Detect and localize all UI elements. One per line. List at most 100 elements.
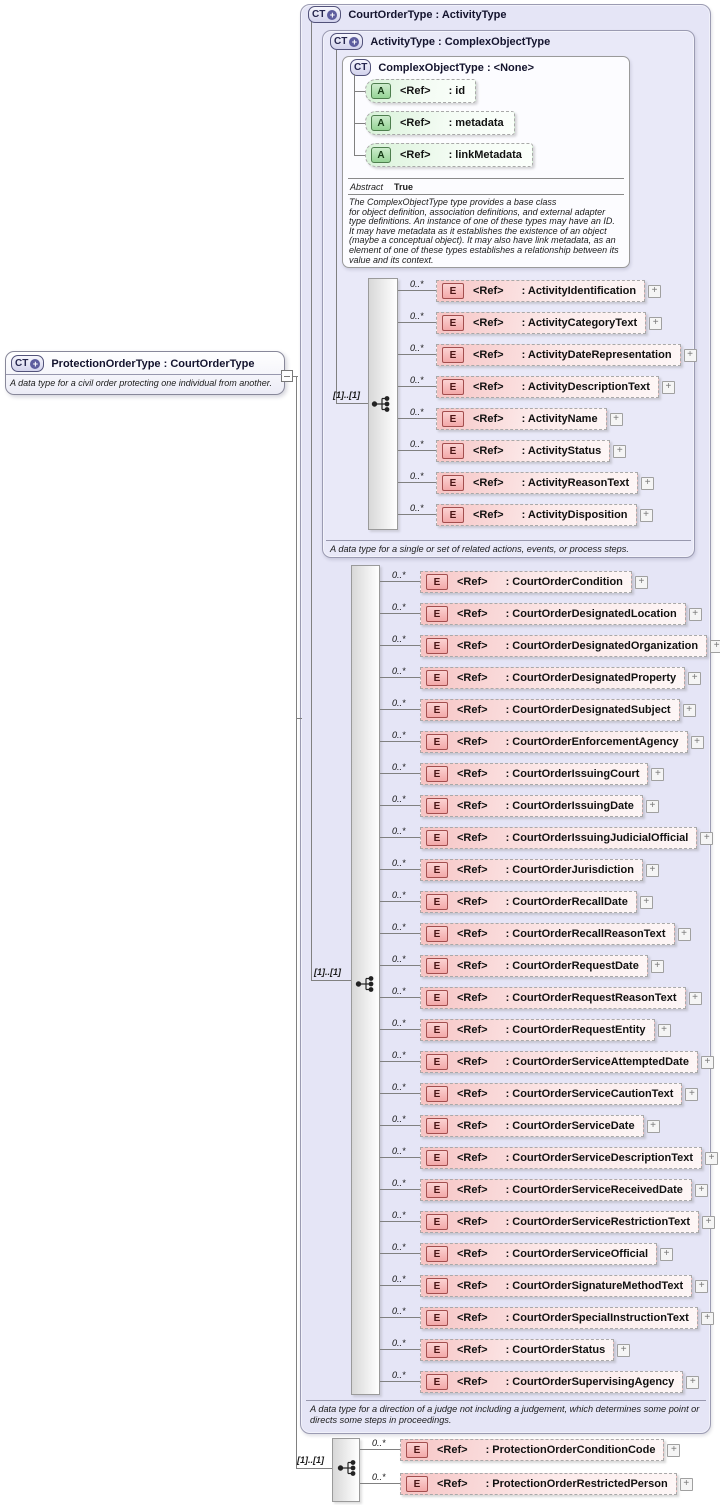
sequence-bar[interactable] [351,565,380,1395]
courtordertype-header[interactable]: CT + CourtOrderType : ActivityType [308,6,506,23]
expand-button[interactable]: + [648,284,662,298]
connector-line [380,1349,420,1350]
expand-button[interactable]: + [710,639,720,653]
element-box[interactable]: E <Ref> : CourtOrderSpecialInstructionTe… [420,1307,698,1329]
expand-button[interactable]: + [688,607,702,621]
occurs-label: 0..* [410,375,424,385]
element-box[interactable]: E <Ref> : CourtOrderRequestEntity [420,1019,655,1041]
element-box[interactable]: E <Ref> : CourtOrderServiceDescriptionTe… [420,1147,703,1169]
element-box[interactable]: E <Ref> : CourtOrderEnforcementAgency [420,731,688,753]
element-box[interactable]: E <Ref> : CourtOrderDesignatedSubject [420,699,680,721]
element-badge: E [426,894,448,910]
expand-button[interactable]: + [690,735,704,749]
connector-line [292,376,298,377]
expand-button[interactable]: + [639,895,653,909]
complexobjecttype-header[interactable]: CT ComplexObjectType : <None> [350,59,534,76]
expand-button[interactable]: + [641,476,655,490]
element-box[interactable]: E <Ref> : ProtectionOrderRestrictedPerso… [400,1473,677,1495]
expand-button[interactable]: + [667,1443,681,1457]
element-box[interactable]: E <Ref> : CourtOrderServiceRestrictionTe… [420,1211,699,1233]
element-box[interactable]: E <Ref> : CourtOrderServiceDate [420,1115,644,1137]
element-box[interactable]: E <Ref> : CourtOrderSignatureMethodText [420,1275,693,1297]
expand-button[interactable]: + [688,991,702,1005]
element-name: : CourtOrderDesignatedLocation [505,608,677,620]
attribute-box[interactable]: A <Ref> : id [365,79,477,103]
expand-button[interactable]: + [617,1343,631,1357]
connector-line [380,869,420,870]
element-ref: <Ref> [437,1478,468,1490]
element-row: 0..* E <Ref> : CourtOrderServiceRestrict… [380,1210,720,1234]
occurs-label: 0..* [392,1050,406,1060]
expand-button[interactable]: + [700,1311,714,1325]
expand-button[interactable]: + [683,348,697,362]
expand-button[interactable]: + [609,412,623,426]
protectionordertype-header[interactable]: CT + ProtectionOrderType : CourtOrderType [11,355,254,372]
element-box[interactable]: E <Ref> : CourtOrderRequestDate [420,955,648,977]
element-box[interactable]: E <Ref> : ActivityDescriptionText [436,376,659,398]
attribute-box[interactable]: A <Ref> : linkMetadata [365,143,533,167]
expand-button[interactable]: + [694,1183,708,1197]
element-box[interactable]: E <Ref> : CourtOrderIssuingJudicialOffic… [420,827,698,849]
collapse-handle[interactable] [281,370,293,382]
expand-button[interactable]: + [685,1087,699,1101]
element-box[interactable]: E <Ref> : ActivityDisposition [436,504,637,526]
element-row: 0..* E <Ref> : CourtOrderRecallReasonTex… [380,922,720,946]
element-box[interactable]: E <Ref> : ActivityDateRepresentation [436,344,681,366]
occurs-label: 0..* [392,1114,406,1124]
expand-button[interactable]: + [634,575,648,589]
element-box[interactable]: E <Ref> : CourtOrderServiceOfficial [420,1243,658,1265]
element-box[interactable]: E <Ref> : CourtOrderServiceReceivedDate [420,1179,692,1201]
element-badge: E [442,443,464,459]
element-box[interactable]: E <Ref> : ActivityCategoryText [436,312,647,334]
element-box[interactable]: E <Ref> : CourtOrderServiceAttemptedDate [420,1051,698,1073]
element-box[interactable]: E <Ref> : CourtOrderJurisdiction [420,859,643,881]
expand-button[interactable]: + [645,863,659,877]
element-box[interactable]: E <Ref> : ActivityReasonText [436,472,639,494]
expand-button[interactable]: + [646,1119,660,1133]
occurs-label: 0..* [392,858,406,868]
element-box[interactable]: E <Ref> : CourtOrderStatus [420,1339,615,1361]
sequence-bar[interactable] [332,1438,360,1502]
expand-button[interactable]: + [677,927,691,941]
element-row: 0..* E <Ref> : ActivityIdentification + [398,279,697,303]
element-box[interactable]: E <Ref> : CourtOrderIssuingDate [420,795,643,817]
element-name: : CourtOrderIssuingJudicialOfficial [505,832,689,844]
expand-button[interactable]: + [639,508,653,522]
element-box[interactable]: E <Ref> : CourtOrderSupervisingAgency [420,1371,684,1393]
element-box[interactable]: E <Ref> : CourtOrderDesignatedOrganizati… [420,635,708,657]
expand-button[interactable]: + [657,1023,671,1037]
expand-button[interactable]: + [649,316,663,330]
element-box[interactable]: E <Ref> : CourtOrderRecallDate [420,891,637,913]
expand-button[interactable]: + [613,444,627,458]
activitytype-header[interactable]: CT + ActivityType : ComplexObjectType [330,33,550,50]
element-box[interactable]: E <Ref> : CourtOrderRecallReasonText [420,923,675,945]
element-box[interactable]: E <Ref> : CourtOrderRequestReasonText [420,987,686,1009]
expand-button[interactable]: + [688,671,702,685]
attribute-box[interactable]: A <Ref> : metadata [365,111,515,135]
element-box[interactable]: E <Ref> : ActivityName [436,408,607,430]
expand-button[interactable]: + [695,1279,709,1293]
expand-button[interactable]: + [651,767,665,781]
expand-button[interactable]: + [679,1477,693,1491]
element-box[interactable]: E <Ref> : CourtOrderDesignatedProperty [420,667,686,689]
expand-button[interactable]: + [705,1151,719,1165]
element-box[interactable]: E <Ref> : CourtOrderServiceCautionText [420,1083,683,1105]
expand-button[interactable]: + [700,831,714,845]
element-ref: <Ref> [457,864,488,876]
expand-button[interactable]: + [661,380,675,394]
expand-button[interactable]: + [645,799,659,813]
element-box[interactable]: E <Ref> : CourtOrderCondition [420,571,632,593]
element-box[interactable]: E <Ref> : ActivityIdentification [436,280,646,302]
element-badge: E [406,1476,428,1492]
expand-button[interactable]: + [701,1215,715,1229]
expand-button[interactable]: + [682,703,696,717]
element-box[interactable]: E <Ref> : CourtOrderDesignatedLocation [420,603,686,625]
expand-button[interactable]: + [660,1247,674,1261]
expand-button[interactable]: + [686,1375,700,1389]
expand-button[interactable]: + [700,1055,714,1069]
connector-line [380,1381,420,1382]
expand-button[interactable]: + [650,959,664,973]
element-box[interactable]: E <Ref> : CourtOrderIssuingCourt [420,763,649,785]
element-box[interactable]: E <Ref> : ProtectionOrderConditionCode [400,1439,665,1461]
element-box[interactable]: E <Ref> : ActivityStatus [436,440,611,462]
